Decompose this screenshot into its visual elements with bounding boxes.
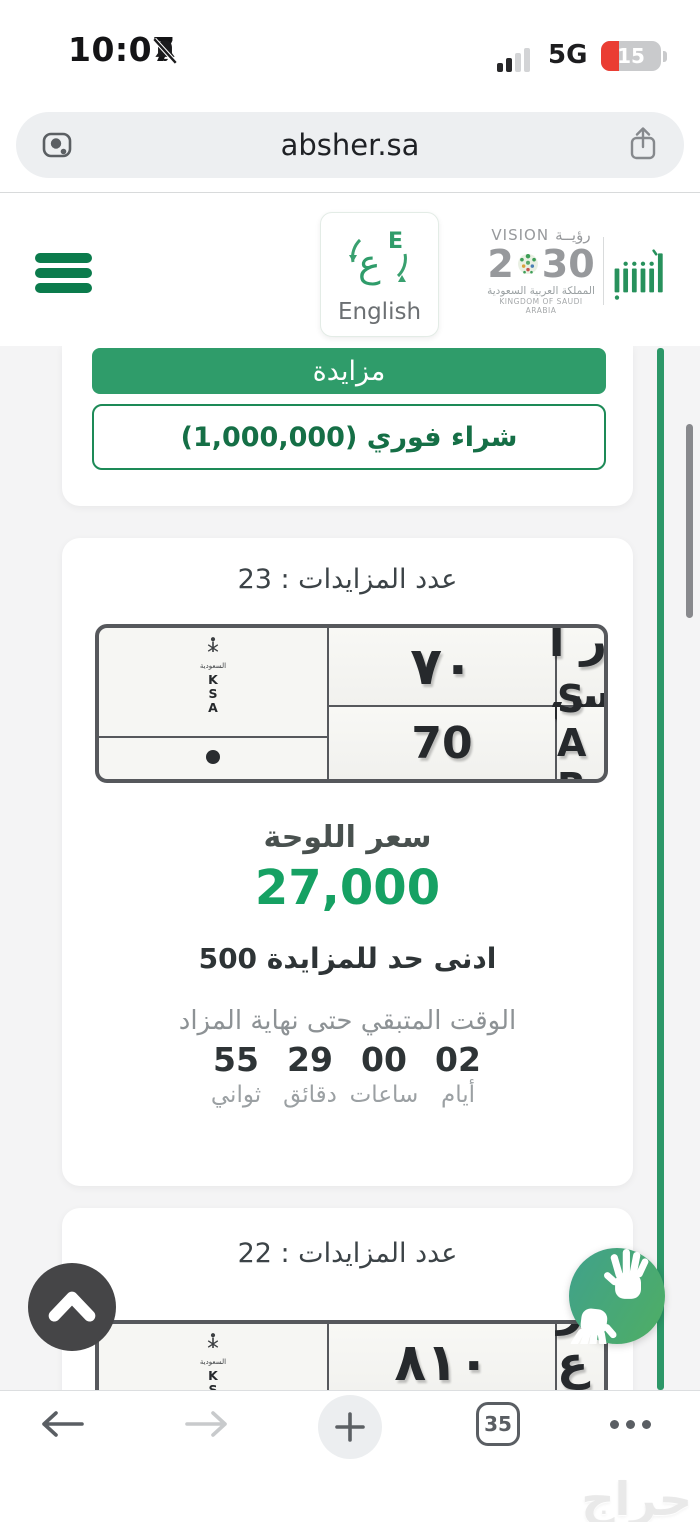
auction-card-2: عدد المزايدات : 22 ٨١٠ ر ع ب السعودية K	[62, 1208, 633, 1390]
plate-letters-latin: S A R	[557, 677, 604, 779]
actions-card: مزايدة شراء فوري (1,000,000)	[62, 346, 633, 506]
clock: 10:07	[68, 30, 176, 69]
strip-divider	[99, 736, 327, 738]
falcon-emblem-icon	[207, 1333, 219, 1348]
more-icon[interactable]	[610, 1420, 658, 1430]
price-label: سعر اللوحة	[263, 820, 432, 855]
palm-emblem-icon	[517, 253, 538, 274]
menu-icon[interactable]	[35, 253, 92, 295]
sign-language-button[interactable]	[568, 1248, 665, 1362]
plate-side-text: السعودية	[199, 1358, 227, 1366]
plate-side-text: السعودية	[199, 662, 227, 670]
price-value: 27,000	[254, 860, 441, 916]
language-button-label: English	[337, 299, 422, 325]
plate-numbers-arabic: ٧٠	[329, 628, 555, 705]
vision-word-en: VISION	[491, 226, 550, 244]
browser-divider	[0, 192, 700, 193]
battery-percent: 15	[617, 44, 645, 68]
sign-language-icon	[568, 1248, 650, 1362]
lens-camera-icon[interactable]	[40, 128, 74, 162]
bids-count: عدد المزايدات : 22	[237, 1238, 458, 1269]
signal-strength-icon	[497, 46, 539, 72]
min-bid-label: ادنى حد للمزايدة 500	[198, 942, 497, 975]
page-accent-scrollbar[interactable]	[657, 348, 664, 1390]
scroll-to-top-button[interactable]	[28, 1263, 116, 1351]
language-switch-icon: ع E	[349, 229, 407, 285]
plate-dot	[206, 750, 220, 764]
ksa-letter: K	[208, 672, 218, 687]
network-type: 5G	[548, 40, 588, 70]
battery-fill	[601, 41, 619, 71]
browser-scrollbar[interactable]	[686, 424, 693, 618]
ksa-letter: A	[208, 700, 218, 715]
vision-2030-logo: VISION رؤيــة 2 30 المملكة العربية السعو…	[486, 226, 596, 322]
svg-text:ع: ع	[358, 241, 381, 285]
haraj-watermark: حراج	[581, 1472, 692, 1522]
auction-card-1: عدد المزايدات : 23 ٧٠ ر ا س السعودية K	[62, 538, 633, 1186]
plate-letters-arabic: ر ا س	[548, 624, 608, 721]
plus-icon	[335, 1412, 365, 1442]
countdown-seconds: 55 ثواني	[210, 1040, 262, 1108]
vision-word-ar: رؤيــة	[555, 226, 591, 244]
plate-side-strip: السعودية K S A	[99, 1324, 327, 1390]
ksa-letter: K	[208, 1368, 218, 1383]
falcon-emblem-icon	[207, 637, 219, 652]
ksa-letter: S	[208, 1382, 218, 1391]
url-text[interactable]: absher.sa	[280, 128, 420, 162]
bid-button[interactable]: مزايدة	[92, 348, 606, 394]
license-plate-2: ٨١٠ ر ع ب السعودية K S A	[95, 1320, 608, 1390]
countdown: 02 أيام 00 ساعات 29 دقائق 55 ثواني	[199, 1040, 495, 1110]
plate-numbers-latin: 70	[329, 707, 555, 779]
bids-count: عدد المزايدات : 23	[237, 564, 458, 595]
time-remaining-label: الوقت المتبقي حتى نهاية المزاد	[178, 1006, 517, 1036]
vision-country-ar: المملكة العربية السعودية	[487, 285, 595, 297]
absher-logo	[614, 249, 663, 300]
vision-country-en: KINGDOM OF SAUDI ARABIA	[499, 297, 583, 315]
countdown-minutes: 29 دقائق	[283, 1040, 337, 1108]
ksa-letter: S	[208, 686, 218, 701]
vision-digits: 30	[541, 242, 595, 286]
plate-side-strip: السعودية K S A	[99, 628, 327, 779]
chevron-up-icon	[48, 1291, 96, 1322]
share-icon[interactable]	[628, 124, 658, 164]
tab-count: 35	[484, 1412, 512, 1436]
tabs-button[interactable]: 35	[476, 1402, 520, 1446]
language-switch-button[interactable]: ع E English	[320, 212, 439, 337]
forward-icon[interactable]	[185, 1409, 231, 1439]
vision-digit: 2	[487, 242, 514, 286]
countdown-days: 02 أيام	[435, 1040, 481, 1108]
plate-numbers-arabic: ٨١٠	[329, 1324, 555, 1390]
new-tab-button[interactable]	[318, 1395, 382, 1459]
battery-nub	[663, 51, 667, 62]
web-page: مزايدة شراء فوري (1,000,000) عدد المزايد…	[0, 346, 700, 1390]
header-divider	[603, 237, 604, 305]
address-bar[interactable]	[16, 112, 684, 178]
bell-muted-icon	[152, 37, 178, 65]
battery-icon: 15	[601, 41, 661, 71]
license-plate-1: ٧٠ ر ا س السعودية K S A	[95, 624, 608, 783]
buy-now-button[interactable]: شراء فوري (1,000,000)	[92, 404, 606, 470]
countdown-hours: 00 ساعات	[349, 1040, 419, 1108]
svg-text:E: E	[388, 229, 403, 254]
back-icon[interactable]	[38, 1409, 84, 1439]
